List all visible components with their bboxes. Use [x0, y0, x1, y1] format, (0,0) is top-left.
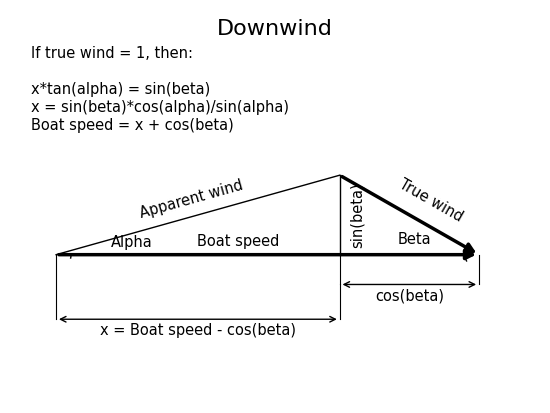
Text: Downwind: Downwind: [217, 19, 333, 39]
Text: cos(beta): cos(beta): [375, 288, 444, 304]
Text: If true wind = 1, then:: If true wind = 1, then:: [31, 46, 193, 61]
Text: sin(beta): sin(beta): [350, 182, 365, 248]
Text: True wind: True wind: [397, 176, 465, 225]
Text: Apparent wind: Apparent wind: [138, 178, 244, 221]
Text: Beta: Beta: [398, 232, 431, 247]
Text: x*tan(alpha) = sin(beta): x*tan(alpha) = sin(beta): [31, 82, 211, 97]
Text: Boat speed: Boat speed: [196, 234, 279, 249]
Text: x = Boat speed - cos(beta): x = Boat speed - cos(beta): [100, 323, 296, 338]
Text: Alpha: Alpha: [111, 235, 152, 250]
Text: x = sin(beta)*cos(alpha)/sin(alpha): x = sin(beta)*cos(alpha)/sin(alpha): [31, 100, 289, 115]
Text: Boat speed = x + cos(beta): Boat speed = x + cos(beta): [31, 118, 234, 133]
